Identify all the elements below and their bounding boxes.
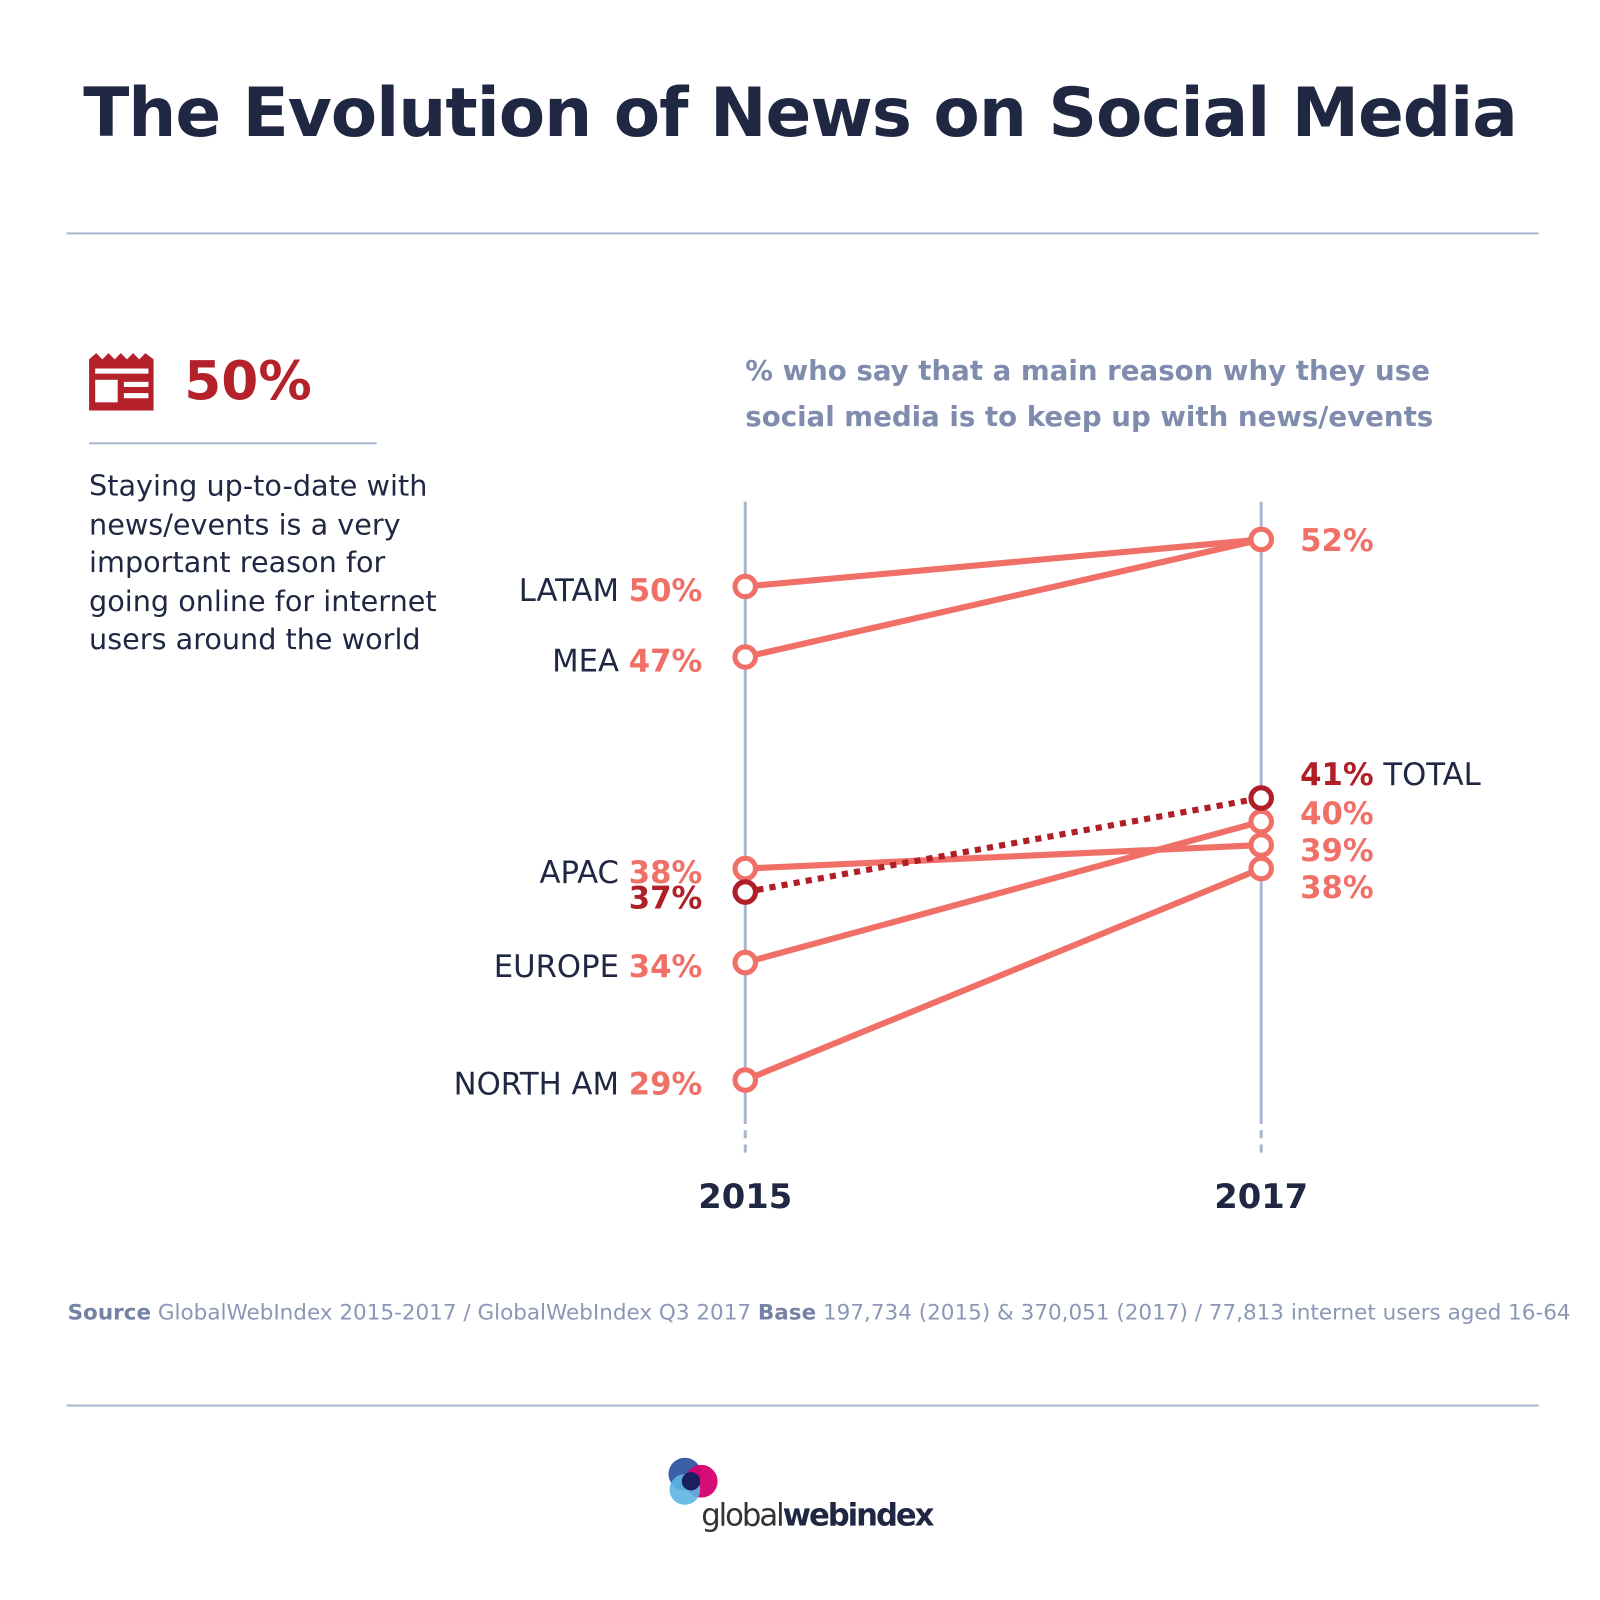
series-line-north-am	[744, 865, 1263, 1083]
region-name: NORTH AM	[454, 1066, 629, 1102]
data-point	[1248, 832, 1274, 858]
page-title: The Evolution of News on Social Media	[83, 73, 1518, 153]
series-line-apac	[745, 841, 1262, 872]
label-2017-latam: 52%	[1300, 523, 1374, 559]
value-2015: 50%	[629, 573, 703, 609]
label-2015-europe: EUROPE 34%	[494, 949, 703, 985]
base-label: Base	[757, 1300, 817, 1325]
label-2015-total: 37%	[629, 880, 703, 916]
label-2015-apac: APAC 38%	[540, 855, 703, 891]
base-text: 197,734 (2015) & 370,051 (2017) / 77,813…	[816, 1300, 1571, 1325]
value-2015: 38%	[629, 855, 703, 891]
data-point	[1248, 785, 1274, 811]
newspaper-icon	[89, 353, 154, 411]
data-point	[1248, 808, 1274, 835]
stat-description: Staying up-to-date with news/events is a…	[89, 468, 437, 657]
label-2017-north-am: 38%	[1300, 870, 1374, 906]
series-line-europe	[744, 818, 1263, 966]
data-point	[732, 949, 759, 976]
region-name: LATAM	[519, 573, 629, 609]
series-line-latam	[744, 536, 1262, 590]
region-name: MEA	[552, 643, 629, 679]
logo-text-bold: webindex	[782, 1497, 935, 1534]
series-line-mea	[744, 536, 1262, 661]
globalwebindex-logo-icon	[668, 1457, 718, 1505]
series-name: TOTAL	[1374, 757, 1481, 793]
stat-value: 50%	[184, 351, 312, 413]
data-point	[732, 879, 759, 905]
chart-title: % who say that a main reason why they us…	[745, 355, 1434, 434]
source-label: Source	[67, 1300, 152, 1325]
value-2017: 41%	[1300, 757, 1374, 793]
data-point	[1248, 855, 1274, 882]
label-2017-apac: 39%	[1300, 833, 1374, 869]
value-2015: 37%	[629, 880, 703, 916]
data-point	[732, 644, 759, 670]
stat-divider	[89, 442, 377, 445]
year-label: 2017	[1214, 1177, 1308, 1216]
logo-text: globalwebindex	[701, 1497, 935, 1534]
label-2017-europe: 40%	[1300, 796, 1374, 832]
label-2015-mea: MEA 47%	[552, 643, 702, 679]
value-2015: 29%	[629, 1066, 703, 1102]
label-2017-total: 41% TOTAL	[1300, 757, 1481, 793]
value-2015: 47%	[629, 643, 703, 679]
series-line-total	[744, 795, 1262, 896]
label-2015-north-am: NORTH AM 29%	[454, 1066, 703, 1102]
data-point	[732, 1067, 759, 1093]
footer-divider	[66, 1404, 1539, 1407]
region-name: EUROPE	[494, 949, 629, 985]
source-text: GlobalWebIndex 2015-2017 / GlobalWebInde…	[151, 1300, 758, 1325]
year-label: 2015	[698, 1177, 792, 1216]
data-point	[732, 855, 759, 882]
value-2015: 34%	[629, 949, 703, 985]
value-2017: 38%	[1300, 870, 1374, 906]
divider	[66, 232, 1539, 235]
data-point	[1248, 526, 1274, 553]
value-2017: 52%	[1300, 523, 1374, 559]
label-2015-latam: LATAM 50%	[519, 573, 703, 609]
logo-text-light: global	[701, 1497, 784, 1534]
value-2017: 39%	[1300, 833, 1374, 869]
value-2017: 40%	[1300, 796, 1374, 832]
source-note: Source GlobalWebIndex 2015-2017 / Global…	[68, 1300, 1571, 1325]
data-point	[732, 573, 759, 600]
region-name: APAC	[540, 855, 629, 891]
